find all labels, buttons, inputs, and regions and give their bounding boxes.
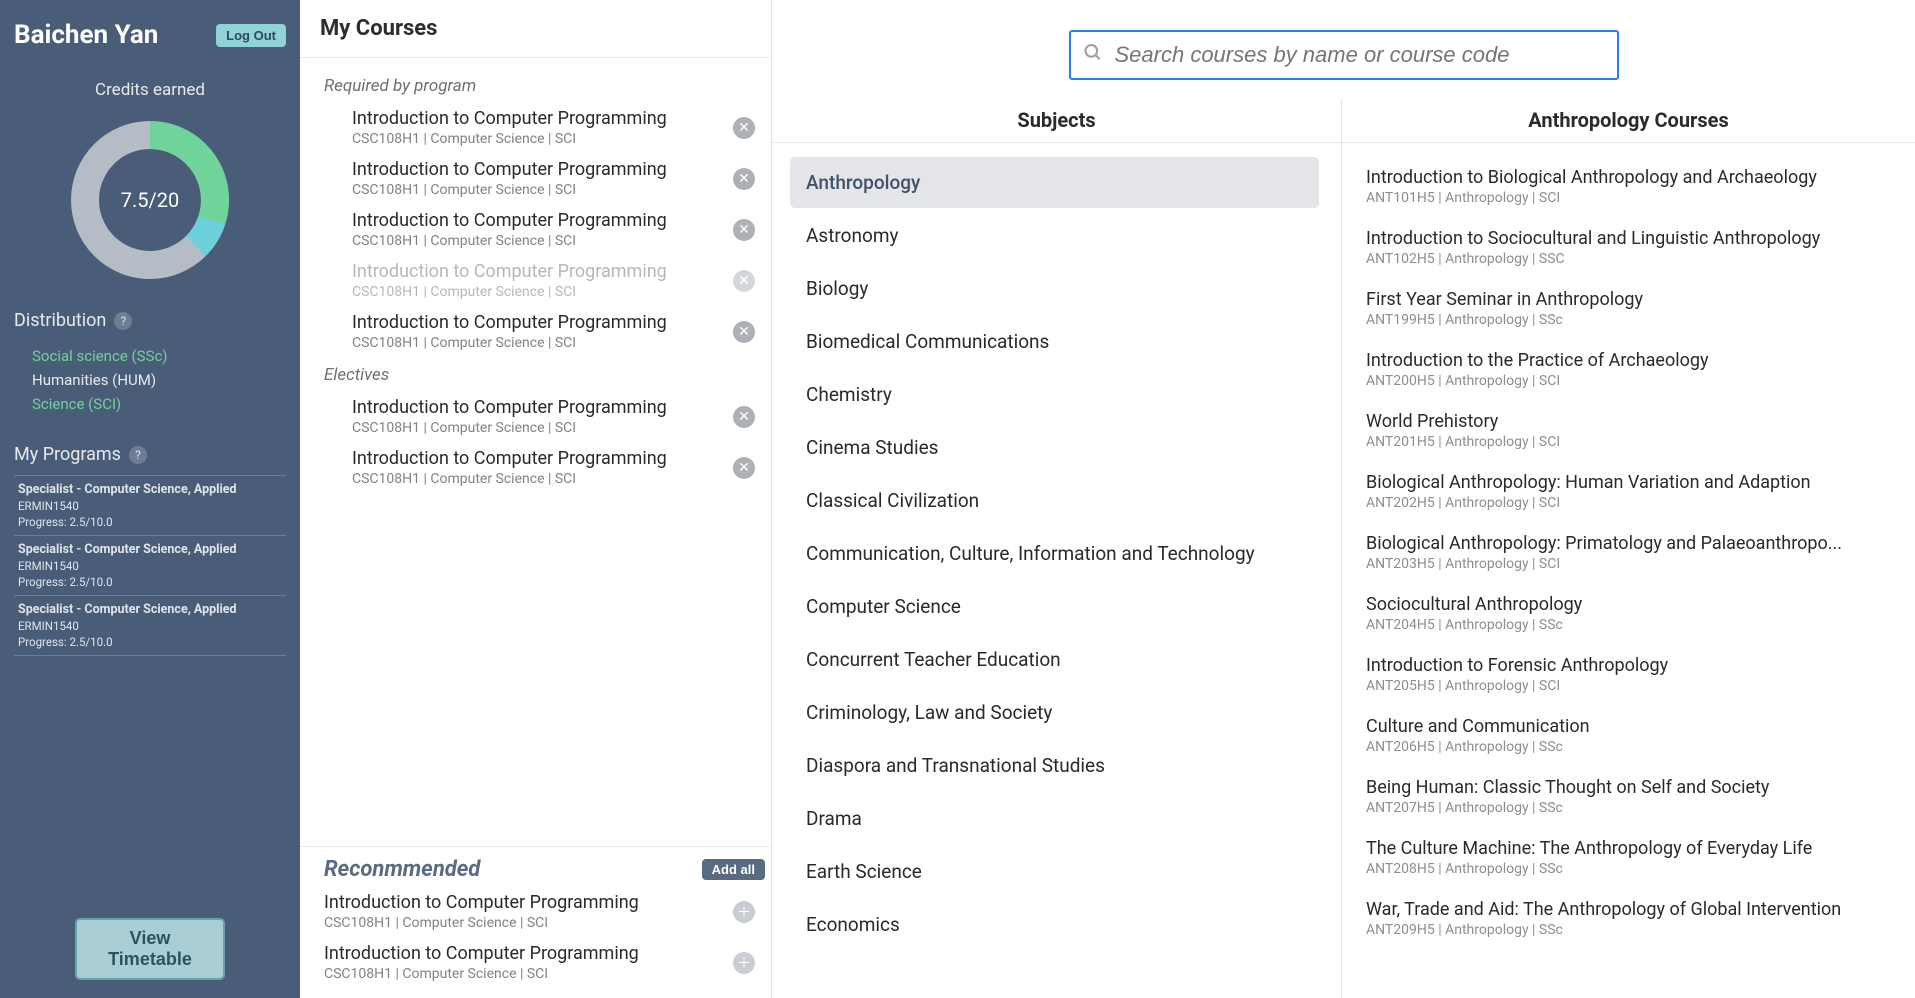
program-item[interactable]: Specialist - Computer Science, AppliedER… [14, 475, 286, 535]
course-row[interactable]: Introduction to Computer ProgrammingCSC1… [324, 255, 765, 306]
course-result-item[interactable]: Being Human: Classic Thought on Self and… [1366, 767, 1891, 828]
remove-course-button[interactable]: ✕ [733, 270, 755, 292]
user-name: Baichen Yan [14, 20, 158, 50]
subject-item[interactable]: Diaspora and Transnational Studies [790, 740, 1319, 791]
recommended-course-row[interactable]: Introduction to Computer ProgrammingCSC1… [324, 937, 765, 988]
help-icon[interactable]: ? [114, 312, 132, 330]
remove-course-button[interactable]: ✕ [733, 219, 755, 241]
remove-course-button[interactable]: ✕ [733, 321, 755, 343]
course-row[interactable]: Introduction to Computer ProgrammingCSC1… [324, 306, 765, 357]
subject-item[interactable]: Drama [790, 793, 1319, 844]
subject-item[interactable]: Anthropology [790, 157, 1319, 208]
sidebar: Baichen Yan Log Out Credits earned 7.5/2… [0, 0, 300, 998]
recommended-section: Reconmmended Add all Introduction to Com… [300, 846, 771, 998]
recommended-title: Reconmmended [324, 857, 480, 882]
credits-donut-text: 7.5/20 [121, 188, 180, 212]
remove-course-button[interactable]: ✕ [733, 457, 755, 479]
add-all-button[interactable]: Add all [702, 859, 765, 880]
course-result-item[interactable]: First Year Seminar in AnthropologyANT199… [1366, 279, 1891, 340]
subject-item[interactable]: Classical Civilization [790, 475, 1319, 526]
programs-heading: My Programs ? [14, 444, 286, 465]
programs-title: My Programs [14, 444, 121, 465]
distribution-item: Humanities (HUM) [32, 371, 286, 389]
subject-item[interactable]: Computer Science [790, 581, 1319, 632]
program-item[interactable]: Specialist - Computer Science, AppliedER… [14, 595, 286, 655]
remove-course-button[interactable]: ✕ [733, 168, 755, 190]
subject-item[interactable]: Criminology, Law and Society [790, 687, 1319, 738]
course-row[interactable]: Introduction to Computer ProgrammingCSC1… [324, 153, 765, 204]
credits-earned-title: Credits earned [14, 80, 286, 100]
subject-item[interactable]: Communication, Culture, Information and … [790, 528, 1319, 579]
remove-course-button[interactable]: ✕ [733, 117, 755, 139]
course-result-item[interactable]: War, Trade and Aid: The Anthropology of … [1366, 889, 1891, 950]
remove-course-button[interactable]: ✕ [733, 406, 755, 428]
course-row[interactable]: Introduction to Computer ProgrammingCSC1… [324, 442, 765, 493]
credits-donut-chart: 7.5/20 [65, 115, 235, 285]
course-search-input[interactable] [1069, 30, 1619, 80]
subject-item[interactable]: Astronomy [790, 210, 1319, 261]
logout-button[interactable]: Log Out [216, 24, 286, 47]
course-group-title: Required by program [324, 76, 765, 96]
add-course-button[interactable]: ＋ [733, 952, 755, 974]
distribution-list: Social science (SSc) Humanities (HUM) Scie… [14, 341, 286, 419]
course-row[interactable]: Introduction to Computer ProgrammingCSC1… [324, 391, 765, 442]
course-result-item[interactable]: Biological Anthropology: Primatology and… [1366, 523, 1891, 584]
recommended-list: Introduction to Computer ProgrammingCSC1… [324, 886, 765, 988]
my-courses-title: My Courses [300, 0, 771, 58]
subjects-column: Subjects AnthropologyAstronomyBiologyBio… [772, 98, 1342, 998]
programs-list: Specialist - Computer Science, AppliedER… [14, 475, 286, 656]
subject-item[interactable]: Cinema Studies [790, 422, 1319, 473]
course-result-item[interactable]: Sociocultural AnthropologyANT204H5 | Ant… [1366, 584, 1891, 645]
subject-item[interactable]: Economics [790, 899, 1319, 950]
view-timetable-button[interactable]: View Timetable [75, 918, 225, 980]
recommended-course-row[interactable]: Introduction to Computer ProgrammingCSC1… [324, 886, 765, 937]
add-course-button[interactable]: ＋ [733, 901, 755, 923]
subject-item[interactable]: Biomedical Communications [790, 316, 1319, 367]
subject-item[interactable]: Concurrent Teacher Education [790, 634, 1319, 685]
course-group-title: Electives [324, 365, 765, 385]
my-courses-panel: My Courses Required by program Introducti… [300, 0, 772, 998]
subject-item[interactable]: Biology [790, 263, 1319, 314]
help-icon[interactable]: ? [129, 446, 147, 464]
course-result-item[interactable]: Introduction to Forensic AnthropologyANT… [1366, 645, 1891, 706]
program-item[interactable]: Specialist - Computer Science, AppliedER… [14, 535, 286, 595]
my-courses-list[interactable]: Required by program Introduction to Compu… [300, 58, 771, 846]
course-result-item[interactable]: World PrehistoryANT201H5 | Anthropology … [1366, 401, 1891, 462]
subject-item[interactable]: Earth Science [790, 846, 1319, 897]
distribution-heading: Distribution ? [14, 310, 286, 331]
distribution-title: Distribution [14, 310, 106, 331]
course-result-item[interactable]: Introduction to Biological Anthropology … [1366, 157, 1891, 218]
distribution-item: Science (SCI) [32, 395, 286, 413]
results-list[interactable]: Introduction to Biological Anthropology … [1342, 143, 1915, 998]
course-result-item[interactable]: Introduction to Sociocultural and Lingui… [1366, 218, 1891, 279]
course-row[interactable]: Introduction to Computer ProgrammingCSC1… [324, 102, 765, 153]
course-result-item[interactable]: The Culture Machine: The Anthropology of… [1366, 828, 1891, 889]
subjects-list[interactable]: AnthropologyAstronomyBiologyBiomedical C… [772, 143, 1341, 998]
course-result-item[interactable]: Biological Anthropology: Human Variation… [1366, 462, 1891, 523]
subjects-title: Subjects [772, 98, 1341, 143]
subject-item[interactable]: Chemistry [790, 369, 1319, 420]
browse-panel: Subjects AnthropologyAstronomyBiologyBio… [772, 0, 1915, 998]
course-result-item[interactable]: Introduction to the Practice of Archaeol… [1366, 340, 1891, 401]
search-icon [1083, 43, 1103, 68]
results-column: Anthropology Courses Introduction to Bio… [1342, 98, 1915, 998]
course-result-item[interactable]: Culture and CommunicationANT206H5 | Anth… [1366, 706, 1891, 767]
course-row[interactable]: Introduction to Computer ProgrammingCSC1… [324, 204, 765, 255]
results-title: Anthropology Courses [1342, 98, 1915, 143]
distribution-item: Social science (SSc) [32, 347, 286, 365]
